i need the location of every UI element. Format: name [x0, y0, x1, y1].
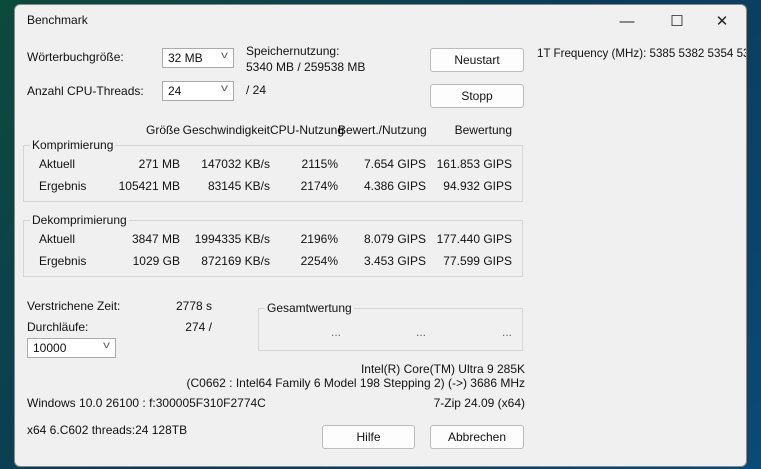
compression-rating: 94.932 GIPS: [443, 179, 512, 193]
passes-label: Durchläufe:: [27, 320, 89, 334]
decompression-cpu-usage: 2196%: [300, 232, 338, 246]
chevron-down-icon: v: [221, 50, 228, 61]
decompression-group: Dekomprimierung: [23, 213, 523, 277]
chevron-down-icon: v: [221, 83, 228, 94]
total-value-3: ...: [502, 325, 513, 339]
compression-speed: 147032 KB/s: [201, 157, 270, 171]
compression-cpu-usage: 2115%: [301, 157, 338, 171]
cpu-details: (C0662 : Intel64 Family 6 Model 198 Step…: [186, 376, 525, 390]
close-button[interactable]: ✕: [715, 13, 729, 30]
version-info: 7-Zip 24.09 (x64): [433, 396, 525, 410]
decompression-rating-usage: 3.453 GIPS: [363, 254, 426, 268]
passes-select-value: 10000: [33, 341, 67, 355]
dict-size-value: 32 MB: [168, 51, 203, 65]
elapsed-label: Verstrichene Zeit:: [27, 299, 121, 313]
elapsed-value: 2778 s: [175, 299, 212, 313]
chevron-down-icon: v: [103, 340, 110, 351]
total-rating-group: Gesamtwertung ... ... ...: [258, 301, 523, 351]
os-info: Windows 10.0 26100 : f:300005F310F2774C: [27, 396, 266, 410]
compression-size: 105421 MB: [118, 179, 180, 193]
help-button[interactable]: Hilfe: [322, 425, 415, 449]
decompression-size: 1029 GB: [132, 254, 180, 268]
decompression-cpu-usage: 2254%: [300, 254, 338, 268]
compression-group: Komprimierung: [23, 138, 523, 202]
threads-label: Anzahl CPU-Threads:: [27, 84, 144, 98]
dict-size-label: Wörterbuchgröße:: [27, 50, 124, 64]
compression-row-label: Aktuell: [39, 157, 76, 171]
total-value-1: ...: [331, 325, 342, 339]
dict-size-select[interactable]: 32 MB v: [162, 48, 234, 68]
compression-size: 271 MB: [138, 157, 180, 171]
cpu-name: Intel(R) Core(TM) Ultra 9 285K: [360, 362, 525, 376]
decompression-label: Dekomprimierung: [30, 213, 129, 227]
decompression-rating-usage: 8.079 GIPS: [363, 232, 426, 246]
col-cpu: CPU-Nutzung: [270, 123, 345, 137]
system-info: x64 6.C602 threads:24 128TB: [27, 423, 188, 437]
cancel-button[interactable]: Abbrechen: [430, 425, 524, 449]
passes-value: 274 /: [185, 320, 212, 334]
threads-max: / 24: [246, 83, 267, 97]
memory-label: Speichernutzung:: [246, 44, 340, 58]
memory-value: 5340 MB / 259538 MB: [246, 60, 366, 74]
benchmark-window: Benchmark — ☐ ✕ Wörterbuchgröße: 32 MB v …: [14, 4, 747, 467]
col-rating-usage: Bewert./Nutzung: [338, 123, 427, 137]
compression-rating-usage: 7.654 GIPS: [363, 157, 426, 171]
total-rating-label: Gesamtwertung: [265, 301, 354, 315]
decompression-rating: 77.599 GIPS: [443, 254, 512, 268]
benchmark-log: 1T Frequency (MHz): 5385 5382 5354 5373 …: [537, 47, 746, 60]
decompression-size: 3847 MB: [131, 232, 180, 246]
decompression-speed: 1994335 KB/s: [194, 232, 270, 246]
total-value-2: ...: [416, 325, 427, 339]
compression-cpu-usage: 2174%: [300, 179, 338, 193]
threads-value: 24: [168, 84, 182, 98]
minimize-button[interactable]: —: [619, 12, 635, 30]
compression-rating-usage: 4.386 GIPS: [363, 179, 426, 193]
decompression-row-label: Ergebnis: [39, 254, 87, 268]
stop-button[interactable]: Stopp: [430, 84, 524, 108]
col-speed: Geschwindigkeit: [182, 123, 270, 137]
compression-label: Komprimierung: [30, 138, 116, 152]
col-size: Größe: [145, 123, 180, 137]
threads-select[interactable]: 24 v: [162, 81, 234, 101]
decompression-rating: 177.440 GIPS: [436, 232, 512, 246]
col-rating: Bewertung: [454, 123, 512, 137]
compression-speed: 83145 KB/s: [207, 179, 270, 193]
restart-button[interactable]: Neustart: [430, 48, 524, 72]
maximize-button[interactable]: ☐: [670, 13, 684, 30]
passes-select[interactable]: 10000 v: [27, 338, 116, 358]
decompression-row-label: Aktuell: [39, 232, 76, 246]
decompression-speed: 872169 KB/s: [201, 254, 270, 268]
compression-row-label: Ergebnis: [39, 179, 87, 193]
compression-rating: 161.853 GIPS: [436, 157, 512, 171]
window-title: Benchmark: [27, 13, 88, 27]
